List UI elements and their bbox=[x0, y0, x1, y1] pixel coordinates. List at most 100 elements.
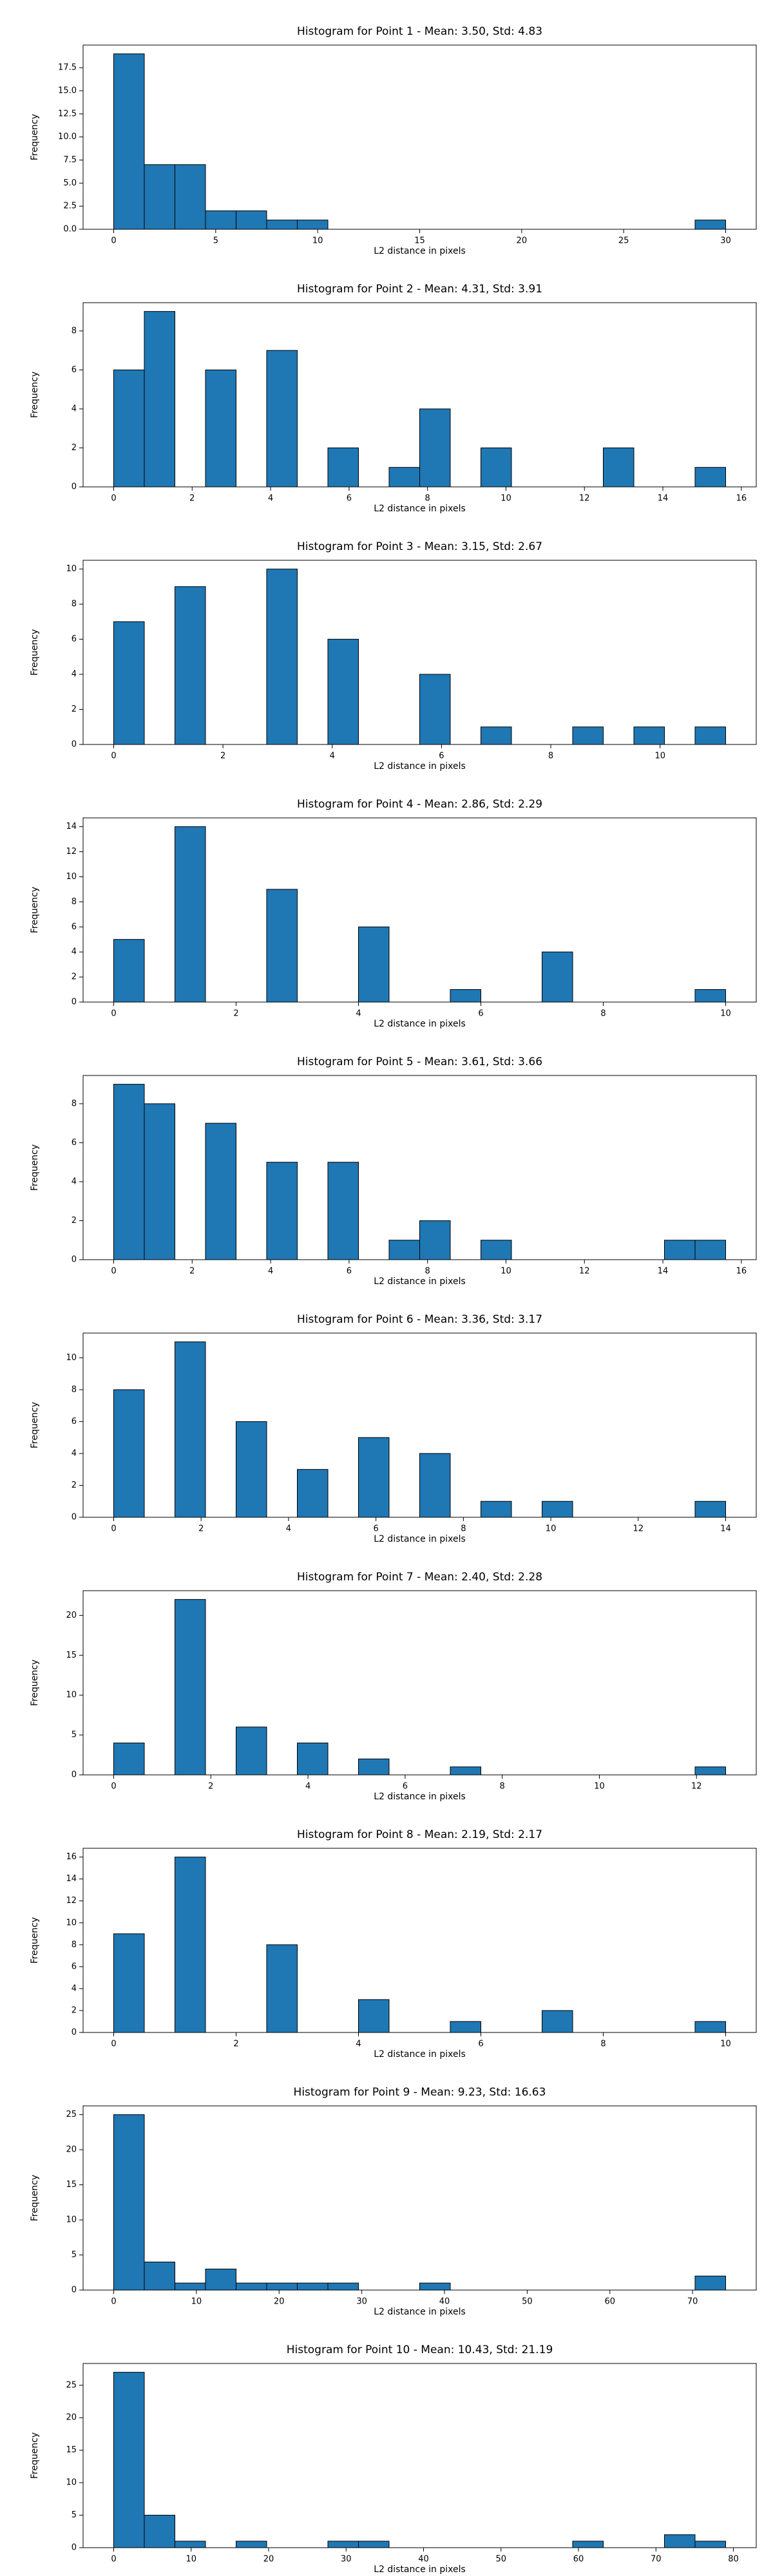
bar bbox=[266, 889, 298, 1003]
bar bbox=[694, 2541, 726, 2548]
y-tick-label: 0 bbox=[72, 740, 77, 750]
y-tick-label: 25 bbox=[66, 2380, 77, 2390]
y-tick-label: 0 bbox=[72, 482, 77, 492]
x-tick-label: 30 bbox=[341, 2555, 352, 2564]
y-tick-label: 6 bbox=[72, 922, 77, 932]
y-axis-label: Frequency bbox=[30, 372, 40, 418]
bar bbox=[450, 2021, 481, 2033]
x-tick-label: 15 bbox=[414, 236, 425, 246]
y-tick-label: 6 bbox=[72, 1138, 77, 1148]
bar bbox=[266, 2282, 298, 2291]
y-tick-label: 2 bbox=[72, 1481, 77, 1490]
histogram-panel: Histogram for Point 1 - Mean: 3.50, Std:… bbox=[30, 25, 757, 256]
bar bbox=[175, 2282, 206, 2291]
x-tick-label: 2 bbox=[220, 752, 225, 761]
bar bbox=[236, 1421, 267, 1518]
x-tick-label: 12 bbox=[691, 1782, 702, 1792]
x-tick-label: 10 bbox=[312, 236, 323, 246]
x-tick-label: 14 bbox=[720, 1524, 731, 1534]
x-tick-label: 0 bbox=[111, 752, 116, 761]
x-tick-label: 4 bbox=[356, 1009, 361, 1019]
bar bbox=[297, 220, 329, 230]
bar bbox=[113, 1933, 145, 2033]
x-tick-label: 60 bbox=[604, 2297, 615, 2307]
bar bbox=[144, 164, 175, 230]
bar bbox=[572, 726, 604, 745]
x-tick-label: 2 bbox=[233, 2040, 238, 2049]
bar bbox=[144, 2261, 175, 2291]
x-tick-label: 4 bbox=[286, 1524, 291, 1534]
plot-frame bbox=[82, 2363, 757, 2548]
bar bbox=[144, 1103, 175, 1260]
bar bbox=[205, 210, 236, 230]
y-axis-label: Frequency bbox=[30, 2432, 40, 2479]
y-tick-label: 6 bbox=[72, 1962, 77, 1971]
x-axis-label: L2 distance in pixels bbox=[374, 1019, 466, 1029]
y-tick-label: 10 bbox=[66, 1918, 77, 1927]
x-tick-label: 5 bbox=[213, 236, 218, 246]
plot-frame bbox=[82, 302, 757, 488]
bar bbox=[175, 586, 206, 745]
bar bbox=[419, 408, 451, 488]
bar bbox=[113, 1084, 145, 1260]
x-tick-label: 30 bbox=[720, 236, 731, 246]
y-tick-label: 4 bbox=[72, 1177, 77, 1186]
bar bbox=[236, 2282, 267, 2291]
x-tick-label: 6 bbox=[374, 1524, 379, 1534]
x-tick-label: 8 bbox=[548, 752, 553, 761]
y-tick-label: 0 bbox=[72, 2543, 77, 2553]
x-axis-label: L2 distance in pixels bbox=[374, 1792, 466, 1802]
y-tick-label: 8 bbox=[72, 326, 77, 336]
x-tick-label: 4 bbox=[268, 494, 273, 504]
x-tick-label: 25 bbox=[618, 236, 629, 246]
y-tick-label: 10 bbox=[66, 1353, 77, 1363]
y-tick-label: 14 bbox=[66, 1874, 77, 1884]
x-tick-label: 40 bbox=[439, 2297, 450, 2307]
y-tick-label: 2 bbox=[72, 972, 77, 982]
y-axis-label: Frequency bbox=[30, 114, 40, 160]
bar bbox=[358, 926, 390, 1003]
y-tick-label: 12 bbox=[66, 1896, 77, 1906]
x-tick-label: 10 bbox=[501, 1267, 511, 1276]
y-tick-label: 0 bbox=[72, 2028, 77, 2038]
bar bbox=[694, 220, 726, 230]
bar bbox=[450, 989, 481, 1003]
y-tick-label: 2 bbox=[72, 1216, 77, 1226]
plot-frame bbox=[82, 1590, 757, 1776]
y-tick-label: 0 bbox=[72, 2286, 77, 2295]
x-tick-label: 0 bbox=[111, 1782, 116, 1792]
bar bbox=[113, 939, 145, 1003]
bar bbox=[327, 447, 359, 488]
x-tick-label: 6 bbox=[347, 1267, 352, 1276]
y-tick-label: 10 bbox=[66, 872, 77, 882]
bar bbox=[175, 826, 206, 1003]
plot-frame bbox=[82, 2105, 757, 2291]
plot-frame bbox=[82, 817, 757, 1003]
bar bbox=[175, 1341, 206, 1518]
bar bbox=[419, 2282, 451, 2291]
bar bbox=[419, 1453, 451, 1518]
bar bbox=[694, 726, 726, 745]
x-axis-label: L2 distance in pixels bbox=[374, 2307, 466, 2317]
y-tick-label: 12 bbox=[66, 847, 77, 857]
bar bbox=[266, 569, 298, 745]
x-axis-label: L2 distance in pixels bbox=[374, 246, 466, 256]
y-tick-label: 5 bbox=[72, 2250, 77, 2260]
y-tick-label: 17.5 bbox=[58, 63, 77, 73]
y-tick-label: 25 bbox=[66, 2110, 77, 2119]
x-tick-label: 14 bbox=[658, 1267, 669, 1276]
y-tick-label: 2 bbox=[72, 443, 77, 453]
bar bbox=[327, 639, 359, 745]
bar bbox=[205, 2268, 236, 2291]
x-tick-label: 20 bbox=[263, 2555, 274, 2564]
bar bbox=[358, 2541, 390, 2548]
y-tick-label: 10 bbox=[66, 564, 77, 574]
y-tick-label: 5.0 bbox=[63, 178, 77, 188]
x-tick-label: 0 bbox=[111, 1009, 116, 1019]
x-tick-label: 6 bbox=[439, 752, 444, 761]
bar bbox=[664, 2534, 696, 2548]
bar bbox=[481, 726, 512, 745]
y-tick-label: 2 bbox=[72, 2005, 77, 2015]
